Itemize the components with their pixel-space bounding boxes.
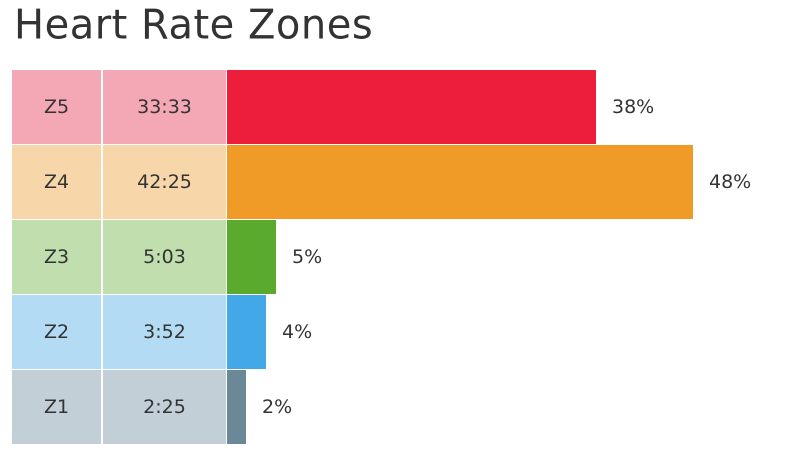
zone-time: 3:52 bbox=[103, 295, 226, 369]
zone-bar-z1 bbox=[227, 370, 246, 444]
zone-label: Z5 bbox=[12, 70, 102, 144]
zone-row-z5: Z5 33:33 bbox=[12, 70, 227, 144]
zone-percent-label: 5% bbox=[292, 246, 323, 268]
zone-time: 42:25 bbox=[103, 145, 226, 219]
zone-percent-label: 4% bbox=[282, 321, 313, 343]
zone-label: Z4 bbox=[12, 145, 102, 219]
zone-percent-label: 38% bbox=[612, 96, 655, 118]
zone-row-z2: Z2 3:52 bbox=[12, 295, 227, 369]
zone-percent-label: 2% bbox=[262, 396, 293, 418]
chart-title: Heart Rate Zones bbox=[14, 1, 374, 49]
zone-row-z1: Z1 2:25 bbox=[12, 370, 227, 444]
zone-row-z3: Z3 5:03 bbox=[12, 220, 227, 294]
zone-percent-label: 48% bbox=[709, 171, 752, 193]
zone-bar-z2 bbox=[227, 295, 266, 369]
zone-time: 5:03 bbox=[103, 220, 226, 294]
zone-label: Z2 bbox=[12, 295, 102, 369]
zone-bar-z3 bbox=[227, 220, 276, 294]
zone-label: Z1 bbox=[12, 370, 102, 444]
zone-time: 2:25 bbox=[103, 370, 226, 444]
zone-bar-z4 bbox=[227, 145, 693, 219]
zone-label: Z3 bbox=[12, 220, 102, 294]
zone-row-z4: Z4 42:25 bbox=[12, 145, 227, 219]
zone-bar-z5 bbox=[227, 70, 596, 144]
zone-time: 33:33 bbox=[103, 70, 226, 144]
